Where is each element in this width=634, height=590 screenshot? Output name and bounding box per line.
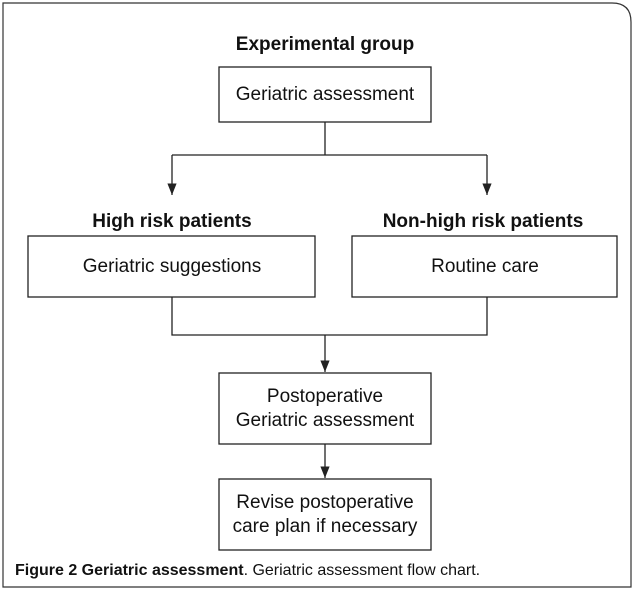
- caption: Figure 2 Geriatric assessment. Geriatric…: [15, 562, 480, 579]
- node-label: Geriatric suggestions: [83, 256, 261, 277]
- group-label: Non-high risk patients: [383, 211, 584, 232]
- node-label: care plan if necessary: [233, 516, 418, 537]
- node-box: [218, 478, 432, 551]
- node-box: [218, 372, 432, 445]
- node-label: Revise postoperative: [236, 492, 413, 513]
- caption-text: . Geriatric assessment flow chart.: [244, 562, 481, 579]
- group-label: High risk patients: [92, 211, 251, 232]
- node-box: [27, 235, 316, 298]
- node-label: Postoperative: [267, 386, 383, 407]
- caption-label: Figure 2 Geriatric assessment: [15, 562, 244, 579]
- connector: [172, 122, 487, 156]
- node-label: Geriatric assessment: [236, 84, 415, 105]
- node-label: Routine care: [431, 256, 539, 277]
- diagram-title: Experimental group: [236, 34, 414, 55]
- node-label: Geriatric assessment: [236, 410, 415, 431]
- node-box: [351, 235, 618, 298]
- connector: [171, 297, 488, 336]
